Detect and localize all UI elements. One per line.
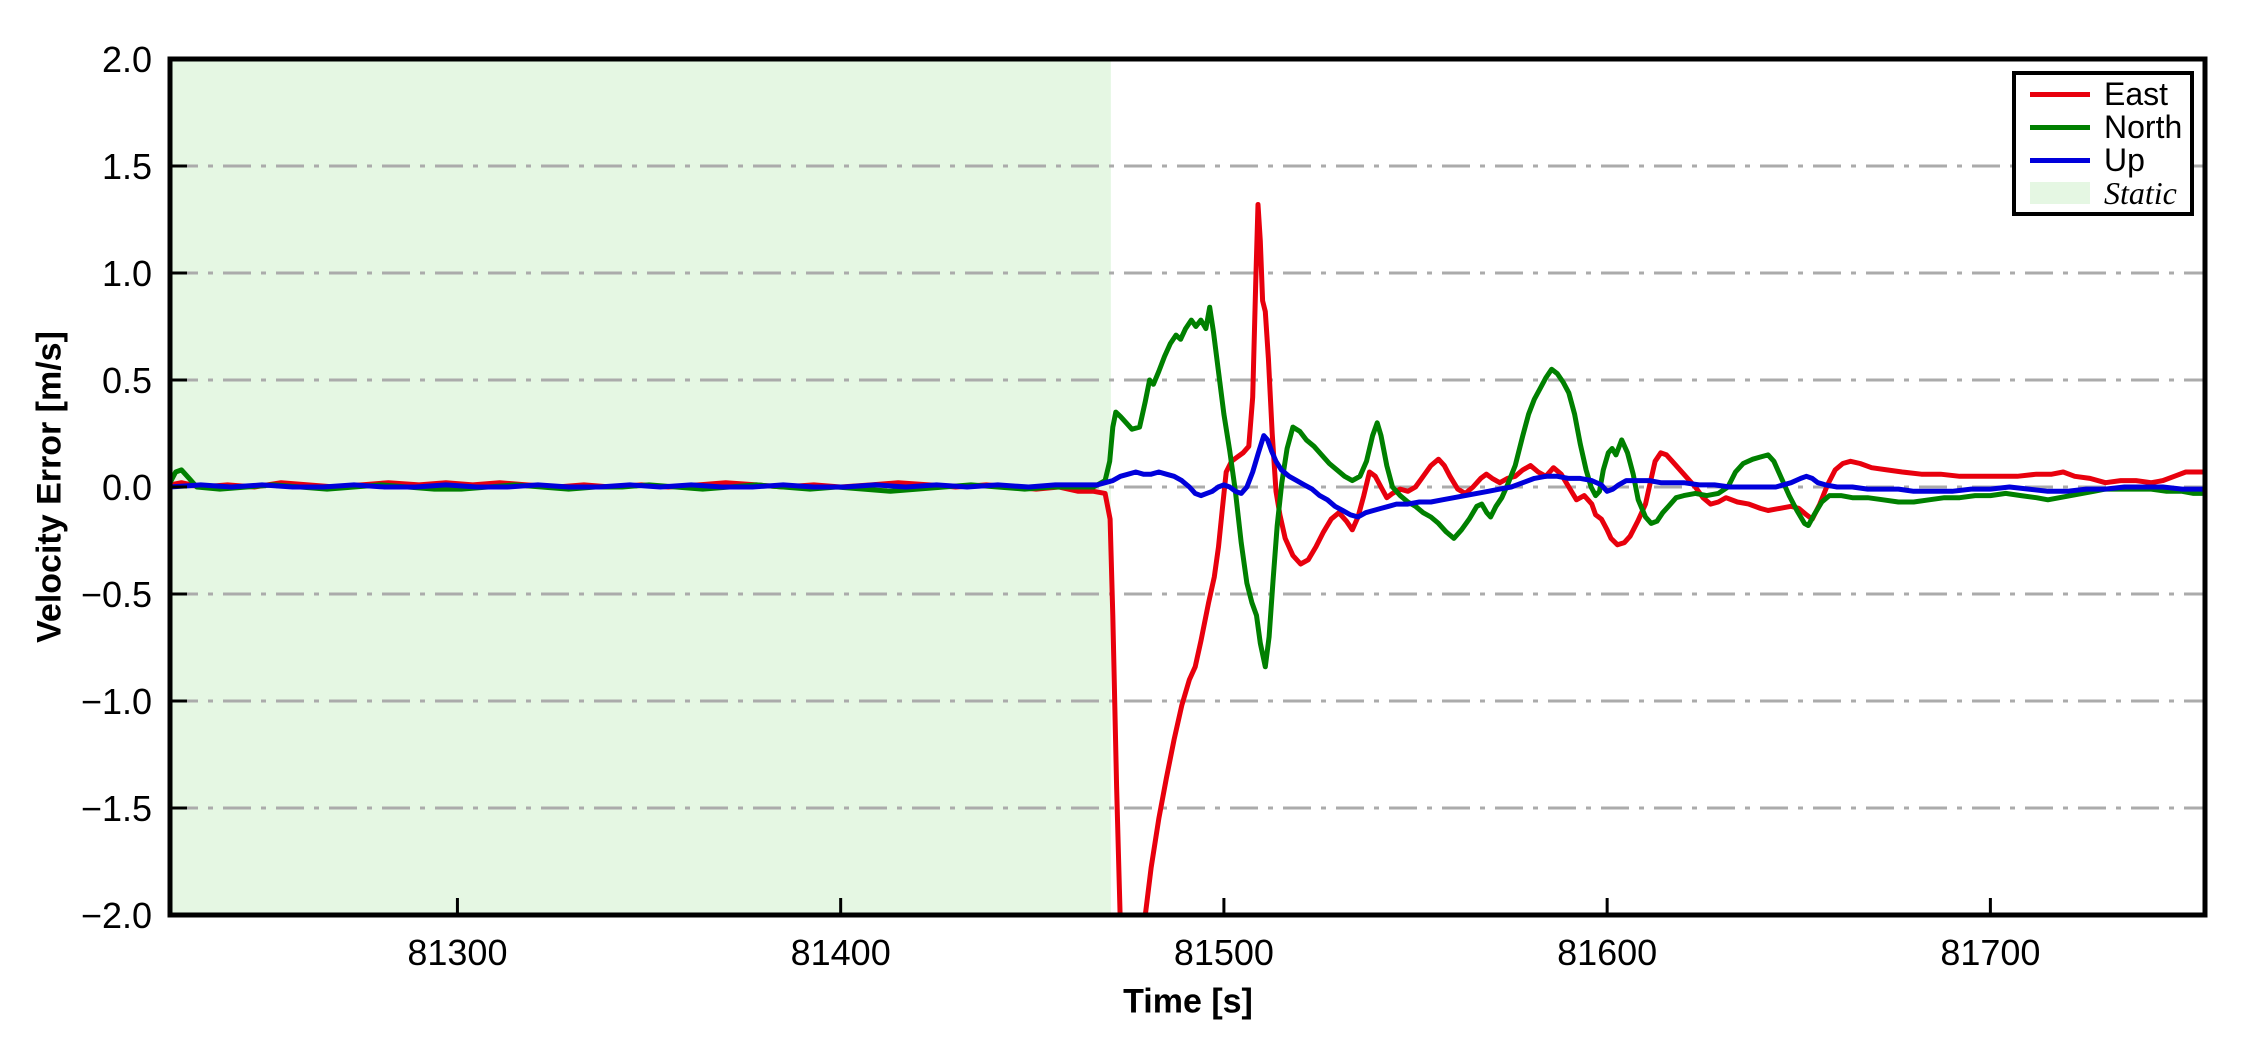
up-series-line (170, 433, 2205, 520)
y-tick-label: 0.5 (102, 360, 152, 401)
y-tick-label: 2.0 (102, 39, 152, 80)
y-axis-label: Velocity Error [m/s] (30, 331, 69, 643)
legend-item-east: East (2030, 78, 2190, 110)
y-tick-label: 0.0 (102, 467, 152, 508)
north-series-line (170, 304, 2205, 670)
legend-item-north: North (2030, 111, 2190, 143)
y-tick-label: −1.0 (81, 681, 152, 722)
y-tick-label: 1.0 (102, 253, 152, 294)
up-line-swatch (2030, 157, 2090, 163)
series-lines (170, 202, 2205, 915)
y-tick-label: 1.5 (102, 146, 152, 187)
legend-item-static: Static (2030, 177, 2190, 209)
legend-label-up: Up (2104, 142, 2145, 178)
x-tick-label: 81400 (791, 932, 891, 973)
x-tick-label: 81300 (407, 932, 507, 973)
x-tick-label: 81500 (1174, 932, 1274, 973)
y-tick-label: −0.5 (81, 574, 152, 615)
static-patch-swatch (2030, 182, 2090, 204)
north-line-swatch (2030, 124, 2090, 130)
axis-ticks: −2.0 −1.5 −1.0 −0.5 0.0 0.5 1.0 1.5 2.0 81300 8140… (81, 39, 2041, 973)
x-axis-label: Time [s] (1123, 982, 1253, 1021)
x-tick-label: 81700 (1940, 932, 2040, 973)
legend-item-up: Up (2030, 144, 2190, 176)
legend-label-north: North (2104, 109, 2183, 145)
east-line-swatch (2030, 91, 2090, 97)
legend-label-east: East (2104, 76, 2169, 112)
plot-border (167, 56, 2208, 918)
x-tick-label: 81600 (1557, 932, 1657, 973)
y-tick-label: −2.0 (81, 895, 152, 936)
legend-label-static: Static (2104, 175, 2177, 211)
legend: East North Up Static (2012, 71, 2194, 216)
y-tick-label: −1.5 (81, 788, 152, 829)
